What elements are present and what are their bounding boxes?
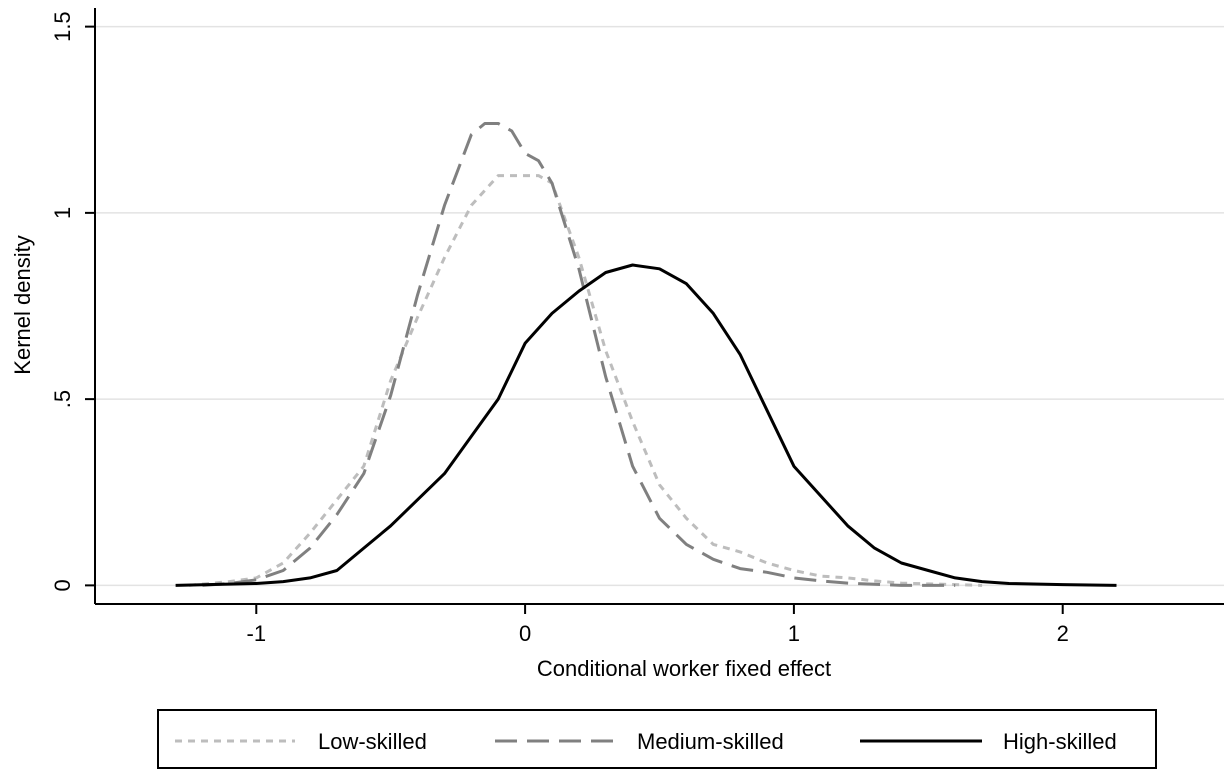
x-tick-label: 0 — [519, 621, 531, 646]
series-line-medium-skilled — [202, 122, 956, 587]
legend-label-low-skilled: Low-skilled — [318, 729, 427, 754]
y-tick-label: 1 — [50, 207, 75, 219]
series-line-low-skilled — [188, 174, 983, 587]
legend-label-medium-skilled: Medium-skilled — [637, 729, 784, 754]
grid-lines — [95, 25, 1224, 587]
x-tick-label: -1 — [247, 621, 267, 646]
legend: Low-skilled Medium-skilled High-skilled — [157, 709, 1157, 769]
x-tick-label: 2 — [1057, 621, 1069, 646]
legend-label-high-skilled: High-skilled — [1003, 729, 1117, 754]
legend-box — [157, 709, 1157, 769]
y-tick-label: 1.5 — [50, 11, 75, 42]
tick-labels: 0 .5 1 1.5 -1 0 1 2 — [50, 11, 1069, 646]
y-tick-label: 0 — [50, 579, 75, 591]
y-tick-label: .5 — [50, 390, 75, 408]
density-curves — [175, 122, 1117, 587]
x-tick-label: 1 — [788, 621, 800, 646]
series-line-high-skilled — [175, 263, 1117, 587]
x-axis-title: Conditional worker fixed effect — [537, 656, 831, 681]
y-axis-title: Kernel density — [10, 235, 35, 374]
axes — [85, 8, 1224, 614]
